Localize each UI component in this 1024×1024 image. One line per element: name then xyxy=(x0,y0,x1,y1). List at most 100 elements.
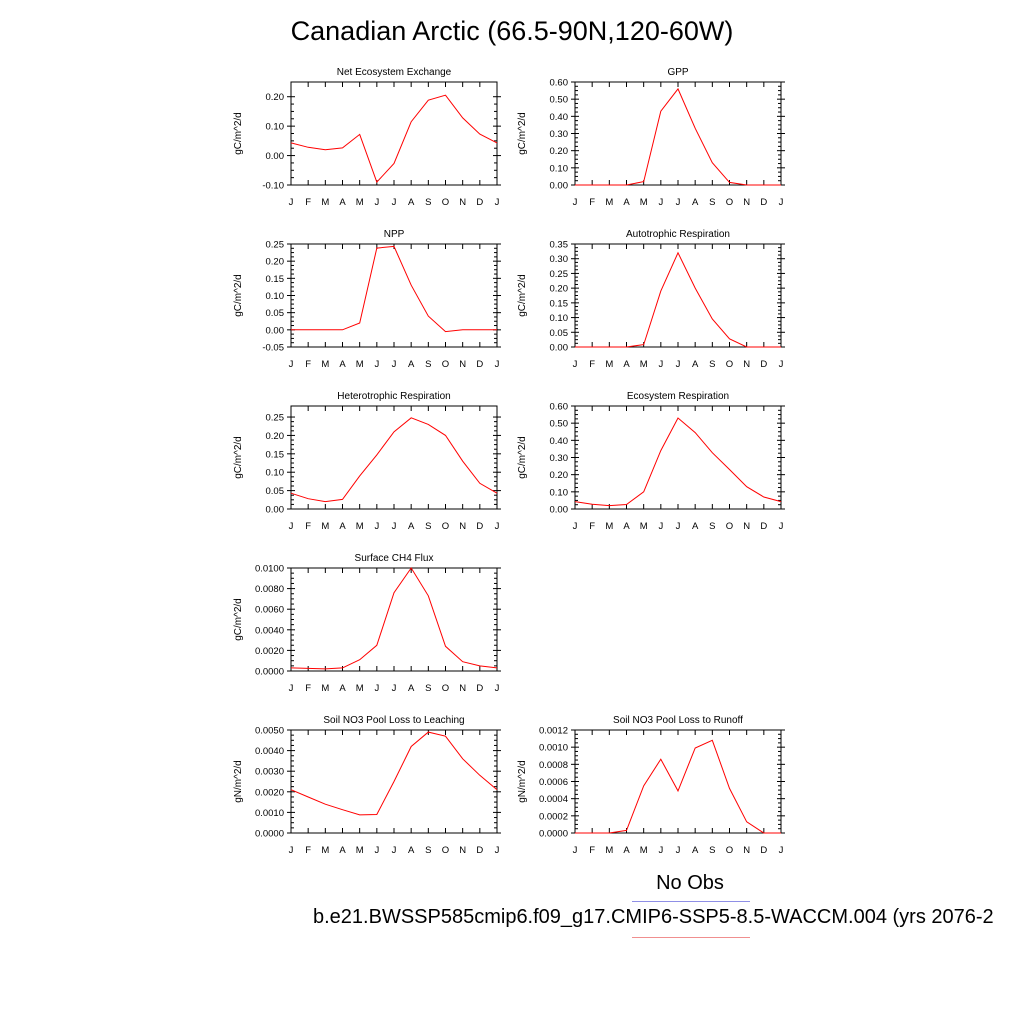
y-tick-label: 0.60 xyxy=(550,78,569,89)
y-tick-label: 0.15 xyxy=(266,274,285,285)
x-tick-label: J xyxy=(392,521,397,532)
y-tick-label: 0.0050 xyxy=(255,726,284,737)
y-tick-label: 0.0030 xyxy=(255,767,284,778)
y-tick-label: 0.0100 xyxy=(255,564,284,575)
y-tick-label: 0.50 xyxy=(550,95,569,106)
x-tick-label: N xyxy=(743,359,750,370)
y-axis-label: gC/m^2/d xyxy=(517,112,528,155)
x-tick-label: A xyxy=(339,197,346,208)
plot-frame xyxy=(290,81,498,186)
y-tick-label: 0.25 xyxy=(266,413,285,424)
x-tick-label: A xyxy=(623,197,630,208)
y-tick-label: 0.25 xyxy=(266,240,285,251)
x-tick-label: D xyxy=(476,683,483,694)
x-tick-label: A xyxy=(408,197,415,208)
x-tick-label: M xyxy=(605,359,613,370)
x-tick-label: J xyxy=(374,683,379,694)
x-tick-label: S xyxy=(425,359,431,370)
y-tick-label: 0.20 xyxy=(266,431,285,442)
y-tick-label: 0.0010 xyxy=(255,808,284,819)
y-tick-label: 0.35 xyxy=(550,240,569,251)
x-tick-label: A xyxy=(339,521,346,532)
panel-title: Net Ecosystem Exchange xyxy=(337,67,452,78)
y-tick-label: 0.0040 xyxy=(255,625,284,636)
x-tick-label: M xyxy=(321,845,329,856)
plot-frame xyxy=(574,405,782,510)
y-tick-label: 0.10 xyxy=(550,163,569,174)
x-tick-label: S xyxy=(425,845,431,856)
x-tick-label: J xyxy=(392,197,397,208)
y-tick-label: 0.0020 xyxy=(255,787,284,798)
y-tick-label: 0.00 xyxy=(550,343,569,354)
x-tick-label: A xyxy=(408,683,415,694)
x-tick-label: N xyxy=(743,197,750,208)
x-tick-label: A xyxy=(692,845,699,856)
x-tick-label: M xyxy=(356,521,364,532)
y-tick-label: 0.20 xyxy=(550,284,569,295)
x-tick-label: O xyxy=(726,197,733,208)
series-line xyxy=(575,739,781,834)
panel-title: Ecosystem Respiration xyxy=(627,391,729,402)
plot-frame xyxy=(290,405,498,510)
x-tick-label: A xyxy=(692,359,699,370)
series-line xyxy=(290,94,498,184)
x-tick-label: O xyxy=(442,359,449,370)
y-axis-label: gC/m^2/d xyxy=(233,274,244,317)
x-tick-label: O xyxy=(726,845,733,856)
plot-frame xyxy=(290,567,498,672)
x-tick-label: D xyxy=(760,359,767,370)
x-tick-label: J xyxy=(658,521,663,532)
y-tick-label: 0.05 xyxy=(266,308,285,319)
y-tick-label: 0.40 xyxy=(550,436,569,447)
panel-title: Autotrophic Respiration xyxy=(626,229,730,240)
x-tick-label: A xyxy=(339,845,346,856)
panel-title: Soil NO3 Pool Loss to Leaching xyxy=(323,715,464,726)
y-tick-label: -0.10 xyxy=(262,181,284,192)
x-tick-label: J xyxy=(658,197,663,208)
x-tick-label: O xyxy=(442,845,449,856)
x-tick-label: F xyxy=(589,845,595,856)
y-tick-label: 0.0006 xyxy=(539,777,568,788)
x-tick-label: O xyxy=(442,683,449,694)
x-tick-label: M xyxy=(356,197,364,208)
x-tick-label: J xyxy=(289,359,294,370)
y-tick-label: 0.05 xyxy=(550,328,569,339)
y-axis-label: gN/m^2/d xyxy=(233,760,244,803)
x-tick-label: J xyxy=(289,845,294,856)
x-tick-label: J xyxy=(495,845,500,856)
x-tick-label: N xyxy=(459,683,466,694)
x-tick-label: J xyxy=(658,359,663,370)
x-tick-label: J xyxy=(779,359,784,370)
x-tick-label: M xyxy=(356,683,364,694)
x-tick-label: F xyxy=(305,359,311,370)
x-tick-label: A xyxy=(623,521,630,532)
x-tick-label: S xyxy=(425,197,431,208)
x-tick-label: J xyxy=(779,845,784,856)
x-tick-label: M xyxy=(640,359,648,370)
x-tick-label: J xyxy=(573,359,578,370)
x-tick-label: J xyxy=(392,359,397,370)
y-tick-label: 0.20 xyxy=(550,146,569,157)
panel-title: NPP xyxy=(384,229,405,240)
y-tick-label: 0.00 xyxy=(266,505,285,516)
x-tick-label: A xyxy=(692,521,699,532)
y-axis-label: gN/m^2/d xyxy=(517,760,528,803)
y-tick-label: 0.0010 xyxy=(539,743,568,754)
x-tick-label: A xyxy=(408,521,415,532)
y-tick-label: 0.30 xyxy=(550,129,569,140)
figure-title: Canadian Arctic (66.5-90N,120-60W) xyxy=(290,16,734,46)
x-tick-label: O xyxy=(726,359,733,370)
panel-title: GPP xyxy=(667,67,688,78)
x-tick-label: F xyxy=(305,197,311,208)
x-tick-label: A xyxy=(623,845,630,856)
x-tick-label: J xyxy=(392,845,397,856)
legend-model-label: b.e21.BWSSP585cmip6.f09_g17.CMIP6-SSP5-8… xyxy=(313,906,994,928)
y-tick-label: 0.10 xyxy=(550,487,569,498)
x-tick-label: D xyxy=(476,521,483,532)
